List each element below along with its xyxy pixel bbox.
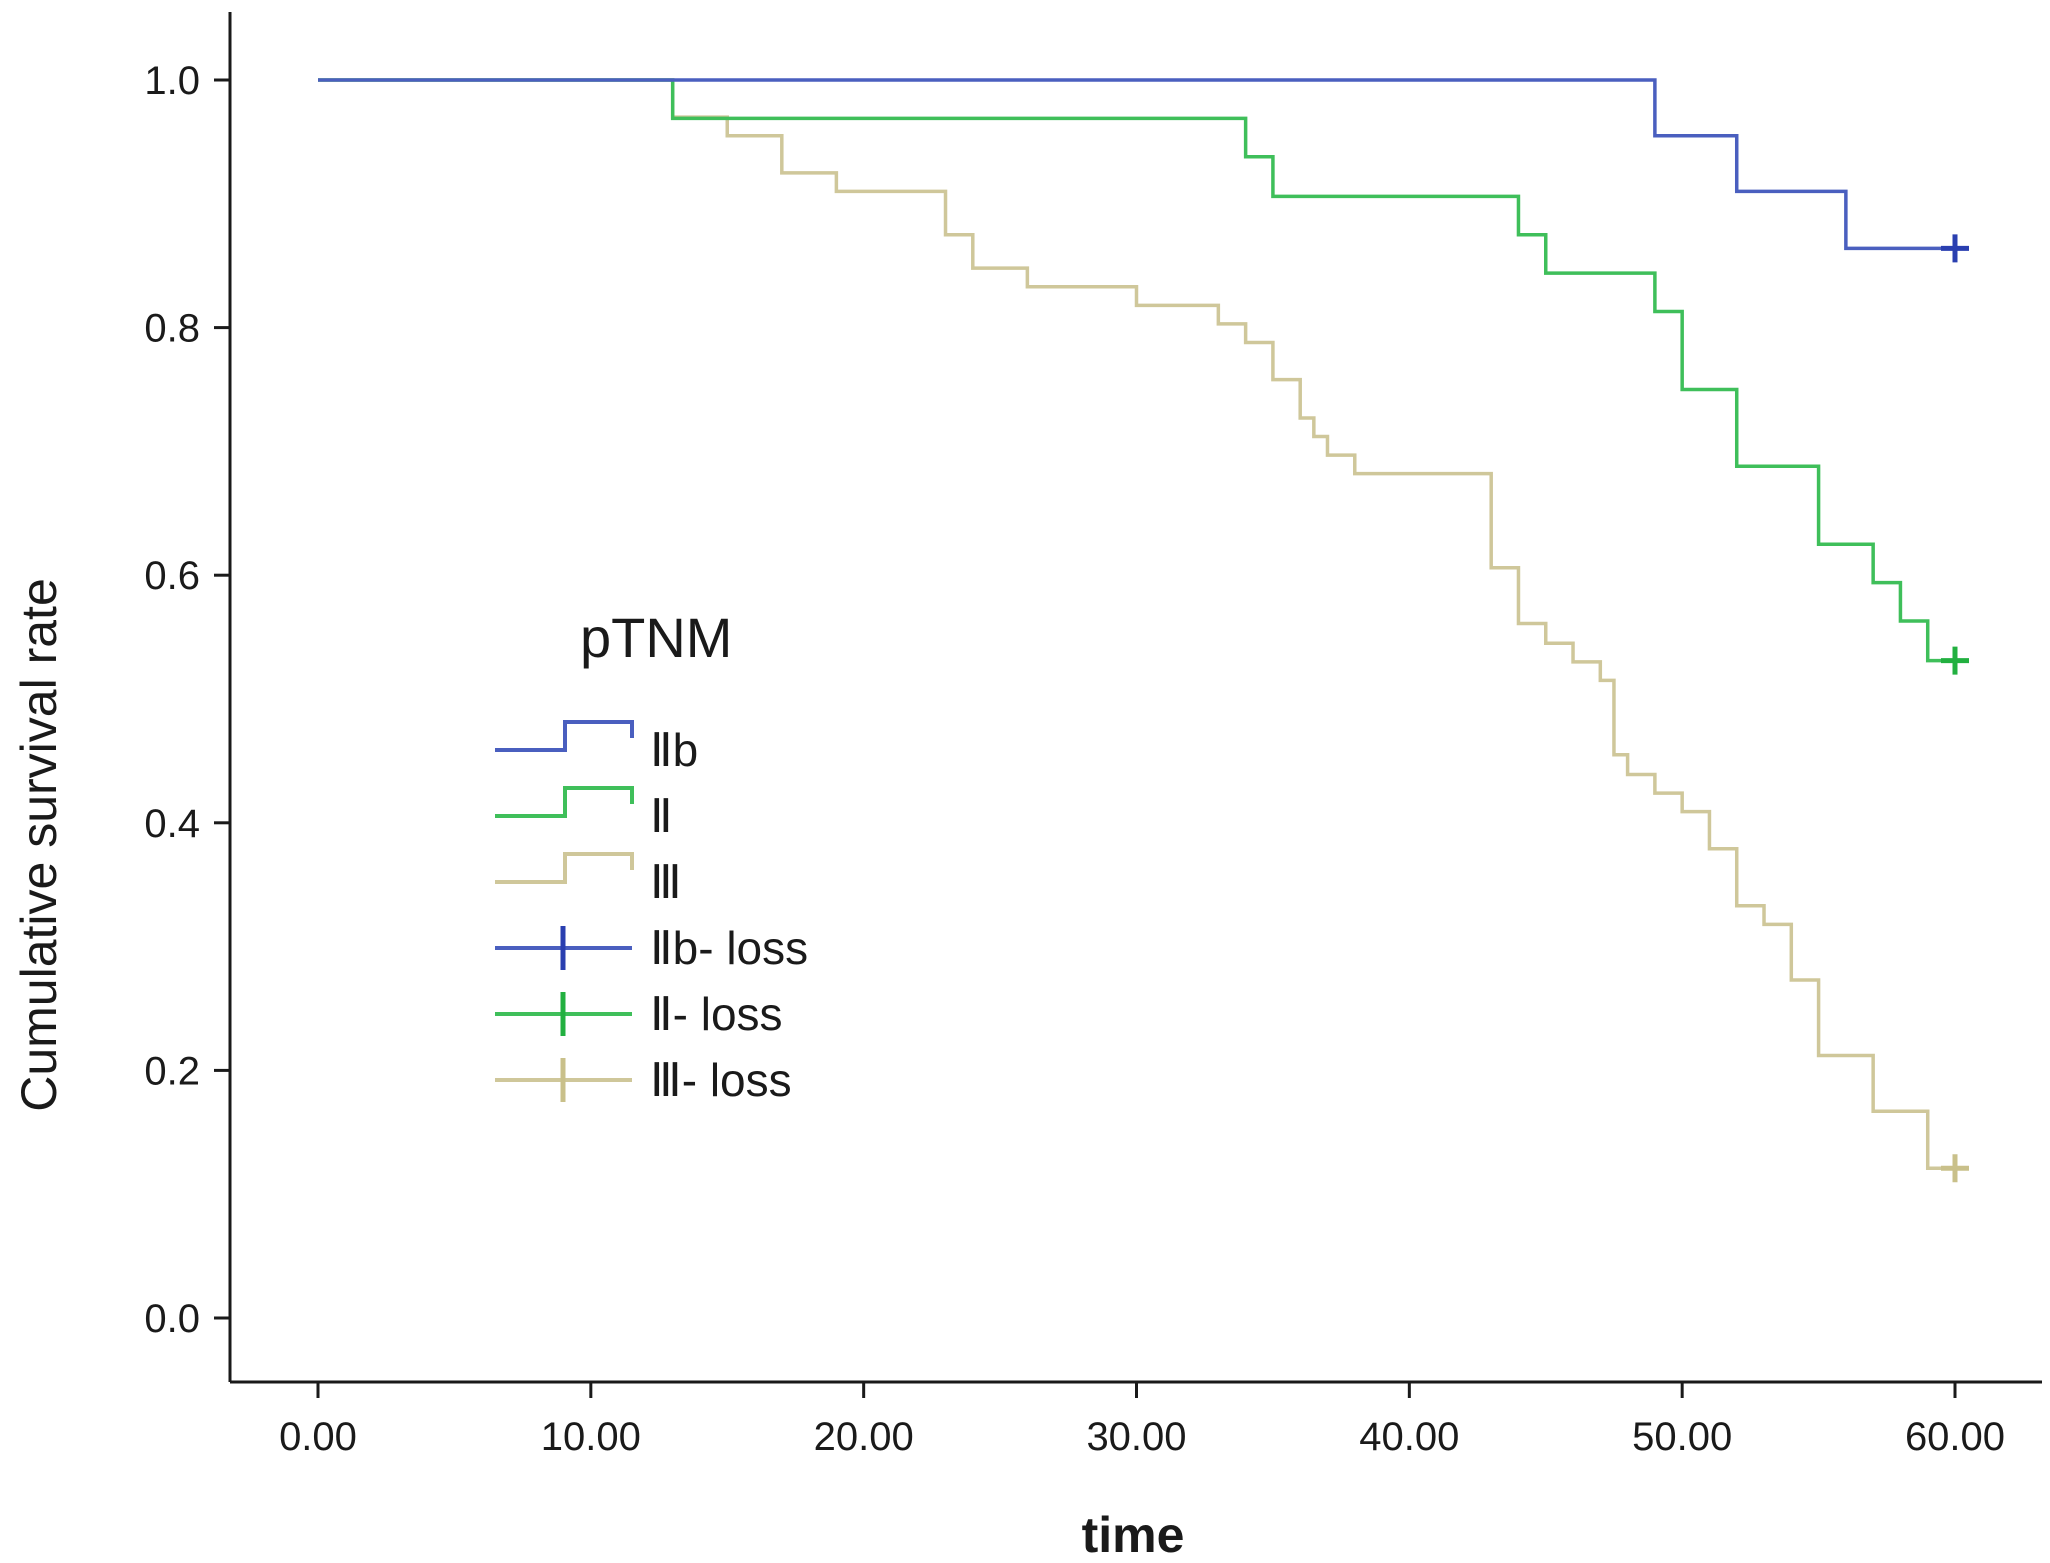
legend-censor-label-1: Ⅱ- loss xyxy=(650,988,783,1040)
y-axis-title: Cumulative survival rate xyxy=(11,578,67,1112)
legend-items: Ⅱb Ⅱ Ⅲ Ⅱb- loss Ⅱ- loss Ⅲ- loss xyxy=(495,720,808,1106)
y-tick-label: 0.4 xyxy=(144,802,200,846)
legend-step-icon-0 xyxy=(495,720,634,752)
x-axis-title: time xyxy=(1082,1507,1185,1563)
legend-step-line-0 xyxy=(495,720,634,752)
censor-mark-1 xyxy=(1941,646,1969,675)
x-tick-label: 10.00 xyxy=(541,1415,641,1459)
y-tick-label: 0.0 xyxy=(144,1297,200,1341)
survival-curve-0 xyxy=(318,78,1955,251)
x-tick-label: 50.00 xyxy=(1632,1415,1732,1459)
x-tick-label: 20.00 xyxy=(814,1415,914,1459)
legend: pTNM Ⅱb Ⅱ Ⅲ Ⅱb- loss Ⅱ- loss Ⅲ- loss xyxy=(495,606,808,1106)
x-axis-ticks: 0.00 10.00 20.00 30.00 40.00 50.00 60.00 xyxy=(279,1382,2005,1459)
legend-label-2: Ⅲ xyxy=(650,856,682,908)
legend-step-line-1 xyxy=(495,786,634,818)
survival-curve-1 xyxy=(318,78,1955,663)
censor-markers xyxy=(1941,234,1969,1183)
legend-censor-icon-1 xyxy=(495,992,632,1036)
legend-label-0: Ⅱb xyxy=(650,724,698,776)
legend-censor-icon-2 xyxy=(495,1058,632,1102)
y-tick-label: 0.6 xyxy=(144,554,200,598)
censor-mark-0 xyxy=(1941,234,1969,263)
legend-step-icon-2 xyxy=(495,852,634,884)
legend-step-icon-1 xyxy=(495,786,634,818)
legend-step-line-2 xyxy=(495,852,634,884)
y-tick-label: 0.8 xyxy=(144,307,200,351)
legend-title: pTNM xyxy=(580,606,732,669)
y-axis-ticks: 0.0 0.2 0.4 0.6 0.8 1.0 xyxy=(144,59,230,1341)
x-tick-label: 0.00 xyxy=(279,1415,357,1459)
x-tick-label: 40.00 xyxy=(1359,1415,1459,1459)
censor-mark-2 xyxy=(1941,1154,1969,1183)
y-tick-label: 0.2 xyxy=(144,1049,200,1093)
x-tick-label: 30.00 xyxy=(1086,1415,1186,1459)
y-tick-label: 1.0 xyxy=(144,59,200,103)
legend-censor-label-0: Ⅱb- loss xyxy=(650,922,808,974)
legend-censor-icon-0 xyxy=(495,926,632,970)
survival-curves xyxy=(318,78,1955,1170)
x-tick-label: 60.00 xyxy=(1905,1415,2005,1459)
survival-curve-2 xyxy=(318,78,1955,1170)
legend-censor-label-2: Ⅲ- loss xyxy=(650,1054,792,1106)
legend-label-1: Ⅱ xyxy=(650,790,673,842)
